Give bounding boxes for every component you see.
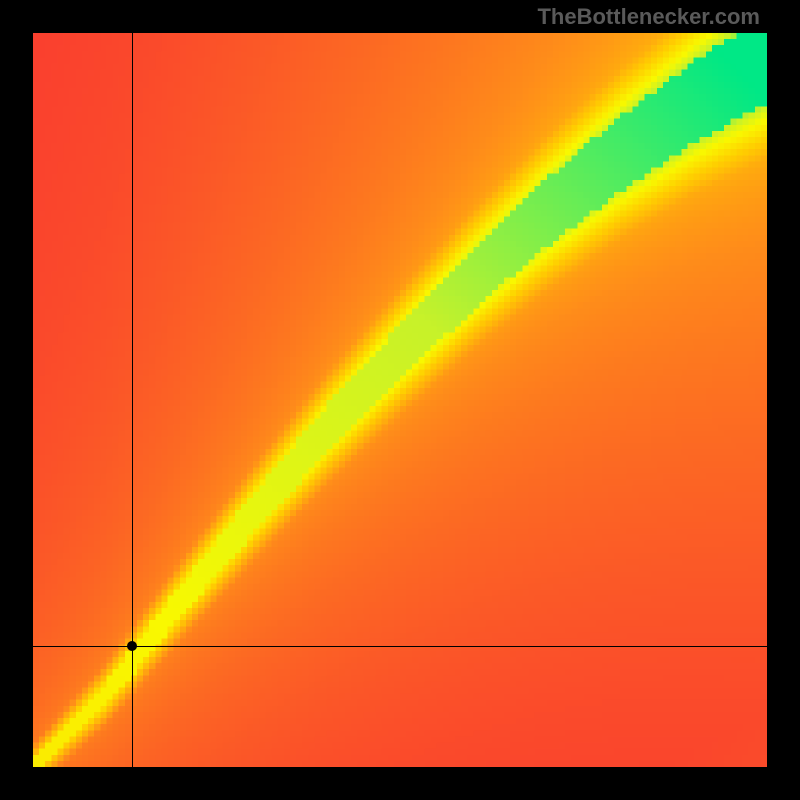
crosshair-horizontal	[33, 646, 767, 647]
heatmap-plot	[33, 33, 767, 767]
crosshair-vertical	[132, 33, 133, 767]
attribution-text: TheBottlenecker.com	[537, 4, 760, 30]
crosshair-marker	[127, 641, 137, 651]
heatmap-canvas	[33, 33, 767, 767]
